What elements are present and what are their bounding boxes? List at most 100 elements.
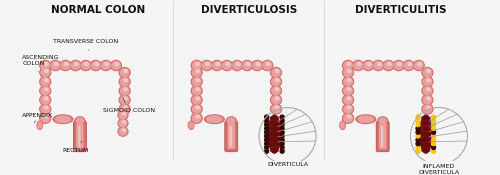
Ellipse shape: [119, 68, 130, 78]
Ellipse shape: [44, 115, 48, 118]
Ellipse shape: [212, 62, 221, 69]
Ellipse shape: [40, 104, 51, 114]
Ellipse shape: [342, 68, 353, 78]
Ellipse shape: [266, 62, 270, 65]
Ellipse shape: [102, 62, 110, 69]
Circle shape: [280, 134, 284, 138]
FancyBboxPatch shape: [78, 126, 80, 147]
Circle shape: [280, 130, 284, 134]
Ellipse shape: [190, 122, 193, 128]
Ellipse shape: [270, 68, 281, 78]
Ellipse shape: [41, 105, 50, 113]
Ellipse shape: [228, 118, 235, 124]
Circle shape: [264, 138, 268, 142]
Ellipse shape: [115, 62, 118, 65]
Text: INFLAMED
DIVERTICULA: INFLAMED DIVERTICULA: [418, 164, 460, 175]
Ellipse shape: [408, 62, 412, 65]
Circle shape: [416, 142, 420, 146]
Ellipse shape: [423, 87, 432, 95]
Ellipse shape: [120, 87, 129, 95]
Ellipse shape: [40, 77, 51, 87]
Ellipse shape: [272, 69, 280, 76]
Ellipse shape: [124, 88, 128, 91]
Ellipse shape: [192, 87, 201, 95]
Ellipse shape: [384, 62, 392, 69]
Ellipse shape: [427, 106, 430, 109]
Ellipse shape: [41, 87, 50, 95]
Text: ASCENDING
COLON: ASCENDING COLON: [22, 55, 60, 71]
Ellipse shape: [119, 112, 127, 119]
Ellipse shape: [191, 68, 202, 78]
Ellipse shape: [40, 60, 51, 71]
Ellipse shape: [118, 127, 128, 136]
Circle shape: [432, 130, 436, 134]
Circle shape: [432, 142, 436, 146]
Ellipse shape: [124, 79, 128, 82]
FancyBboxPatch shape: [74, 121, 86, 152]
Ellipse shape: [82, 62, 90, 69]
Ellipse shape: [354, 62, 362, 69]
Circle shape: [264, 115, 268, 119]
Ellipse shape: [342, 104, 353, 114]
Circle shape: [432, 134, 436, 138]
Ellipse shape: [344, 87, 352, 95]
Ellipse shape: [196, 70, 200, 72]
Circle shape: [416, 130, 420, 134]
Ellipse shape: [191, 104, 202, 114]
Ellipse shape: [44, 62, 48, 65]
Circle shape: [416, 115, 420, 119]
Ellipse shape: [75, 117, 85, 125]
Ellipse shape: [363, 60, 374, 71]
Ellipse shape: [41, 78, 50, 86]
Ellipse shape: [276, 106, 279, 109]
Ellipse shape: [423, 78, 432, 86]
Text: DIVERTICULOSIS: DIVERTICULOSIS: [202, 5, 298, 15]
Ellipse shape: [348, 115, 351, 118]
Ellipse shape: [414, 62, 423, 69]
Ellipse shape: [37, 121, 43, 129]
Ellipse shape: [348, 88, 351, 91]
Ellipse shape: [348, 97, 351, 100]
Ellipse shape: [373, 60, 384, 71]
Ellipse shape: [120, 96, 129, 104]
Ellipse shape: [226, 117, 236, 125]
Ellipse shape: [423, 96, 432, 104]
Circle shape: [264, 130, 268, 134]
Ellipse shape: [422, 122, 429, 125]
Text: RECTUM: RECTUM: [62, 141, 88, 153]
Ellipse shape: [422, 104, 433, 114]
Ellipse shape: [40, 113, 51, 123]
Ellipse shape: [119, 77, 130, 87]
Ellipse shape: [422, 95, 433, 105]
Circle shape: [432, 119, 436, 123]
Ellipse shape: [206, 116, 222, 122]
Ellipse shape: [122, 113, 126, 115]
Ellipse shape: [342, 60, 353, 71]
Ellipse shape: [383, 60, 394, 71]
Ellipse shape: [84, 62, 88, 65]
Ellipse shape: [272, 87, 280, 95]
Ellipse shape: [243, 62, 252, 69]
Ellipse shape: [404, 62, 413, 69]
Ellipse shape: [119, 104, 130, 114]
Ellipse shape: [270, 95, 281, 105]
Ellipse shape: [120, 69, 129, 76]
Ellipse shape: [276, 79, 279, 82]
Ellipse shape: [124, 97, 128, 100]
Ellipse shape: [423, 105, 432, 113]
Circle shape: [432, 149, 436, 153]
Ellipse shape: [422, 86, 433, 96]
Ellipse shape: [212, 60, 222, 71]
Ellipse shape: [70, 60, 81, 71]
Ellipse shape: [242, 60, 252, 71]
FancyBboxPatch shape: [379, 124, 386, 149]
Ellipse shape: [423, 69, 432, 76]
Ellipse shape: [364, 62, 372, 69]
Ellipse shape: [270, 116, 279, 120]
Text: NORMAL COLON: NORMAL COLON: [51, 5, 146, 15]
Ellipse shape: [51, 62, 60, 69]
Ellipse shape: [40, 95, 51, 105]
FancyBboxPatch shape: [230, 126, 232, 147]
Ellipse shape: [124, 70, 128, 72]
Ellipse shape: [344, 96, 352, 104]
